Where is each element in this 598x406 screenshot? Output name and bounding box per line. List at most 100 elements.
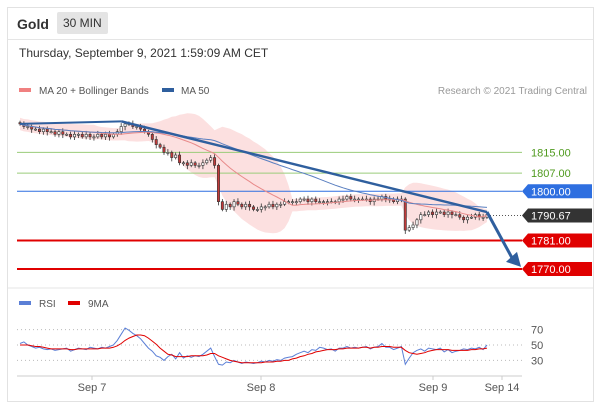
candle-body <box>298 198 302 202</box>
forecast-arrowhead <box>506 251 521 267</box>
current-price-tag <box>522 208 592 223</box>
candle-body <box>96 133 100 138</box>
candle-body <box>65 133 69 136</box>
candle-body <box>244 203 248 208</box>
rsi-tick-70: 70 <box>531 325 543 337</box>
candle-body <box>217 165 220 202</box>
candle-body <box>108 133 111 138</box>
legend-label-rsi: RSI <box>39 299 56 310</box>
candle-body <box>57 131 61 135</box>
candle-body <box>220 201 224 210</box>
candle-body <box>419 214 423 221</box>
candle-body <box>189 162 193 166</box>
candle-body <box>232 201 236 208</box>
candle-body <box>205 159 209 164</box>
candle-body <box>259 206 263 210</box>
candle-body <box>41 128 45 132</box>
candle-body <box>170 152 174 158</box>
candle-body <box>61 131 65 135</box>
candle-body <box>275 203 279 208</box>
candle-body <box>197 165 201 167</box>
candle-body <box>446 211 450 215</box>
ma50-line <box>19 123 488 208</box>
candle-body <box>162 146 166 153</box>
candle-body <box>415 219 419 226</box>
chart-widget: Gold 30 MIN Thursday, September 9, 2021 … <box>7 7 594 402</box>
candle-body <box>302 198 306 201</box>
candle-body <box>469 216 473 219</box>
candle-body <box>104 133 108 138</box>
candle-body <box>279 203 283 206</box>
candle-body <box>423 214 427 216</box>
candle-body <box>434 211 438 215</box>
rsi-9ma-line <box>20 334 488 364</box>
candle-body <box>123 123 127 127</box>
current-price-label: 1790.67 <box>531 210 571 222</box>
candle-body <box>100 133 104 138</box>
candle-body <box>462 216 466 221</box>
candle-body <box>438 211 442 214</box>
legend-label-9ma: 9MA <box>88 299 109 310</box>
chart-header: Gold 30 MIN <box>8 8 593 40</box>
candle-body <box>240 203 244 208</box>
candle-body <box>201 162 205 166</box>
x-tick-label: Sep 8 <box>247 382 276 394</box>
candle-body <box>228 203 232 208</box>
candle-body <box>158 144 162 148</box>
forecast-arrow-shaft <box>485 211 514 259</box>
candle-body <box>119 126 123 132</box>
candle-body <box>80 133 84 138</box>
level-1800-00-label: 1800.00 <box>531 186 571 198</box>
candle-body <box>135 126 139 128</box>
rsi-tick-50: 50 <box>531 340 543 352</box>
candle-body <box>290 201 294 203</box>
candle-body <box>310 198 314 202</box>
candle-body <box>411 224 415 228</box>
source-credit: Research © 2021 Trading Central <box>438 86 587 97</box>
candle-body <box>271 203 275 208</box>
candle-body <box>345 196 349 200</box>
candle-body <box>174 154 178 158</box>
rsi-line <box>19 327 488 366</box>
candle-body <box>314 198 318 202</box>
candle-body <box>427 211 431 215</box>
candle-body <box>458 214 462 218</box>
candle-body <box>150 133 154 140</box>
legend-label-ma20: MA 20 + Bollinger Bands <box>39 86 149 97</box>
candle-body <box>349 196 353 200</box>
timeframe-badge[interactable]: 30 MIN <box>57 12 108 34</box>
candle-body <box>45 128 49 132</box>
legend-swatch-9ma <box>68 301 80 305</box>
candle-body <box>181 162 185 165</box>
x-tick-label: Sep 14 <box>485 382 520 394</box>
level-1815-00-label: 1815.00 <box>531 147 571 159</box>
candle-body <box>396 198 399 202</box>
x-tick-label: Sep 7 <box>78 382 107 394</box>
candle-body <box>252 206 255 210</box>
candle-body <box>248 203 252 208</box>
candle-body <box>322 201 326 203</box>
candle-body <box>69 133 73 138</box>
candle-body <box>26 126 30 128</box>
candle-body <box>318 201 322 203</box>
candle-body <box>337 198 341 202</box>
candle-body <box>34 128 38 131</box>
candle-body <box>209 157 213 161</box>
candle-body <box>442 211 446 215</box>
candle-body <box>73 133 76 138</box>
candle-body <box>431 211 434 215</box>
rsi-tick-30: 30 <box>531 355 543 367</box>
legend-swatch-rsi <box>19 301 31 305</box>
instrument-title: Gold <box>17 16 49 32</box>
candle-body <box>224 203 228 210</box>
candle-body <box>353 198 357 201</box>
trendline-left <box>19 120 122 125</box>
legend-swatch-ma20 <box>19 88 31 92</box>
candle-body <box>450 211 454 215</box>
candle-body <box>166 152 170 154</box>
x-tick-label: Sep 9 <box>419 382 448 394</box>
candle-body <box>88 133 92 138</box>
level-1807-00-label: 1807.00 <box>531 168 571 180</box>
candle-body <box>49 131 53 133</box>
